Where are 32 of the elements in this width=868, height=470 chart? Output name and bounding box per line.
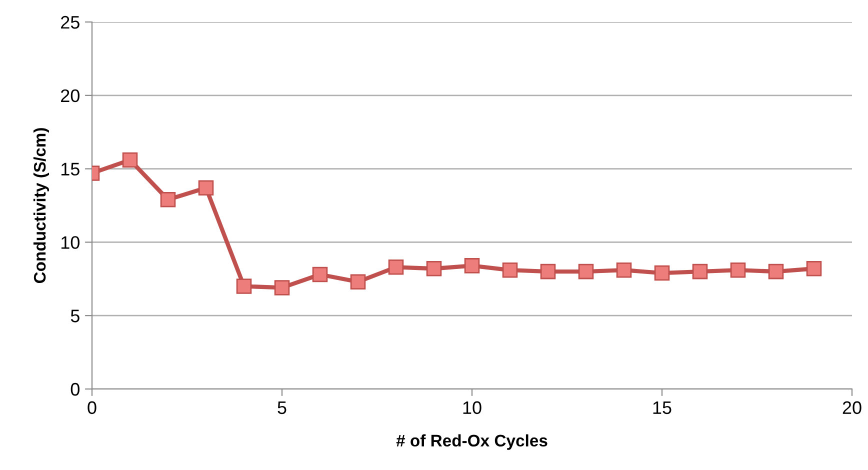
- point: [578, 264, 594, 280]
- y-tick-label: 5: [70, 310, 80, 322]
- x-tick-label: 15: [653, 401, 672, 414]
- point: [274, 280, 290, 296]
- point: [426, 260, 442, 276]
- x-tick-label: 0: [88, 401, 96, 414]
- x-axis-title: # of Red-Ox Cycles: [396, 434, 548, 450]
- y-tick-label: 25: [61, 16, 80, 29]
- y-tick-label: 20: [61, 89, 80, 102]
- point: [616, 262, 632, 278]
- y-axis-title: Conductivity (S/cm): [33, 128, 49, 284]
- point: [464, 258, 480, 274]
- point: [350, 274, 366, 290]
- point: [730, 262, 746, 278]
- point: [198, 180, 214, 196]
- point: [502, 262, 518, 278]
- point: [768, 264, 784, 280]
- point: [122, 152, 138, 168]
- y-tick-label: 10: [61, 236, 80, 249]
- x-tick-label: 5: [278, 401, 286, 414]
- x-tick-label: 20: [842, 401, 862, 414]
- y-tick-label: 15: [61, 162, 80, 176]
- point: [654, 265, 670, 281]
- point: [540, 264, 556, 280]
- y-tick-label: 0: [70, 382, 80, 396]
- point: [160, 192, 176, 208]
- x-tick-label: 10: [463, 401, 482, 414]
- point: [806, 260, 822, 276]
- point: [236, 278, 252, 294]
- point: [692, 264, 708, 280]
- point: [388, 260, 404, 275]
- point: [312, 266, 328, 282]
